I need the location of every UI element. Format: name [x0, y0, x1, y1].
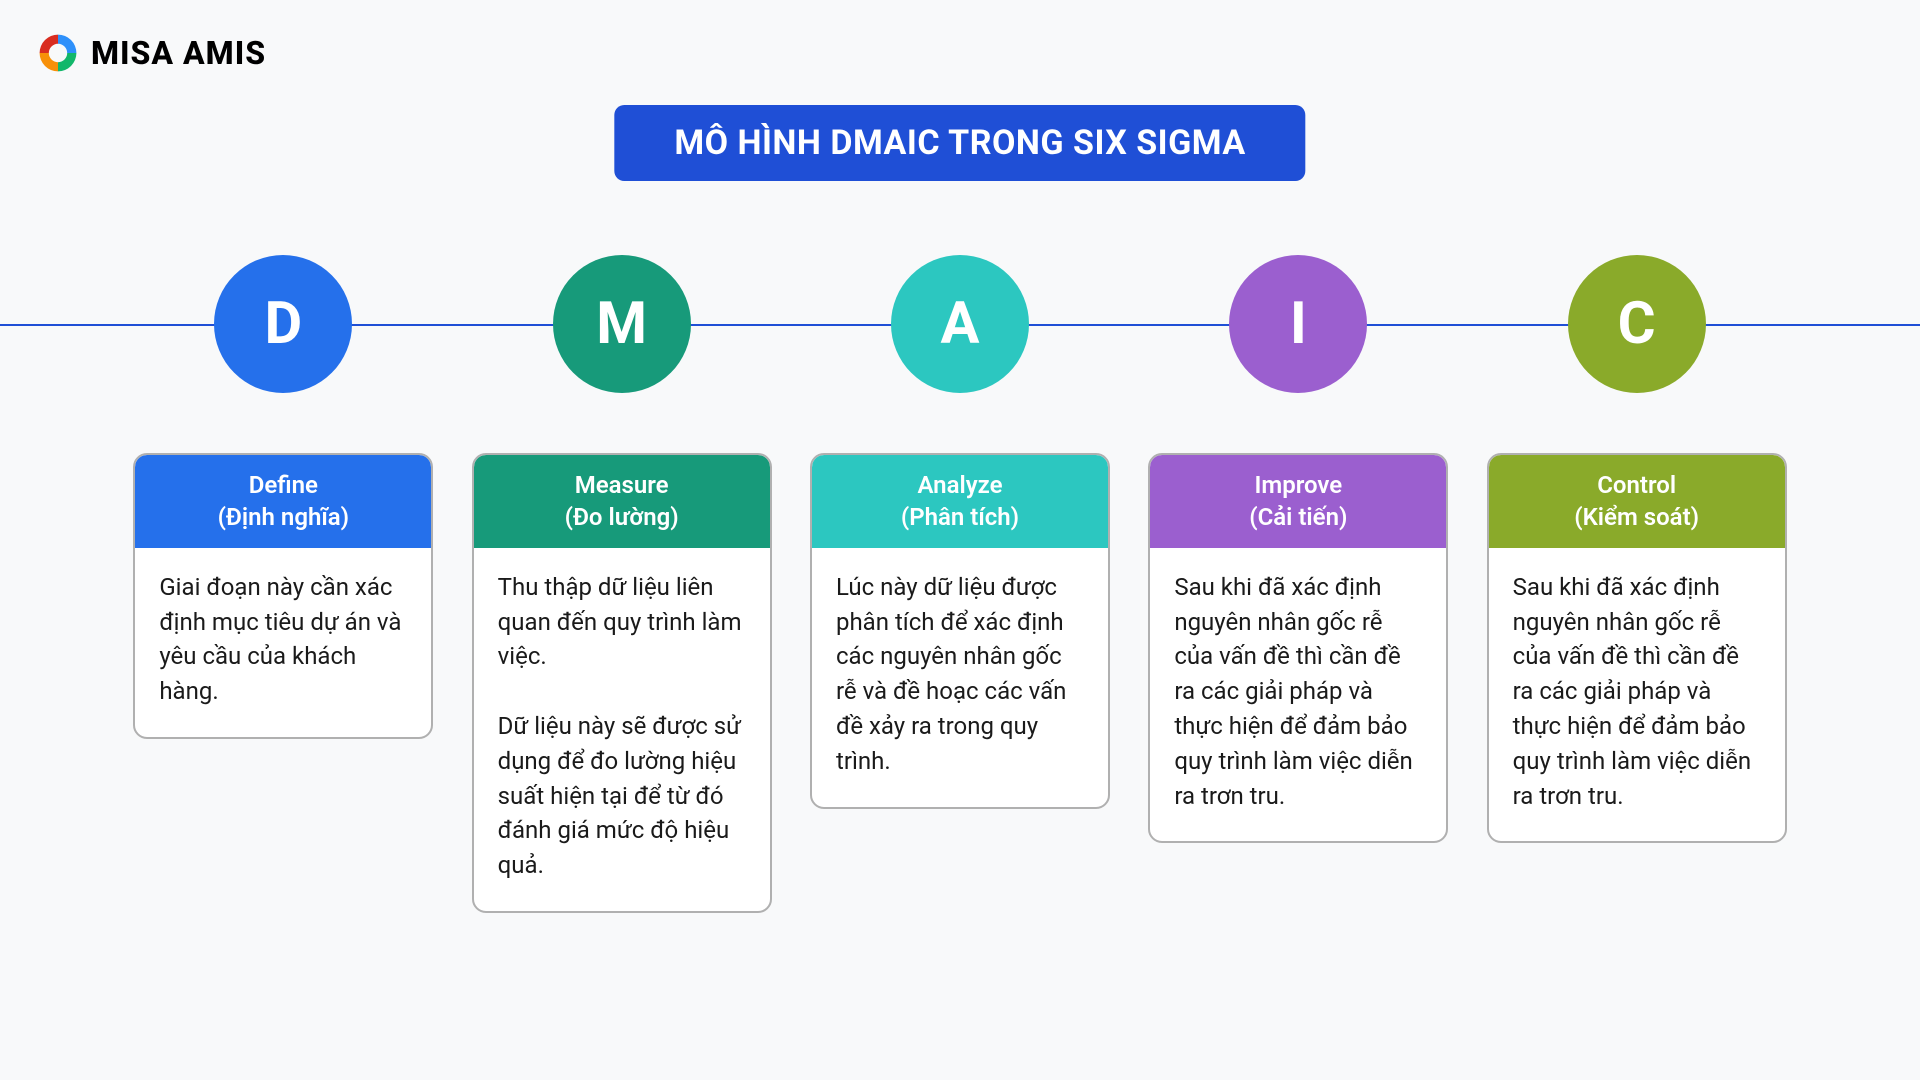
stage-m: MMeasure(Đo lường)Thu thập dữ liệu liên …	[467, 255, 777, 913]
stage-card: Improve(Cải tiến)Sau khi đã xác định ngu…	[1148, 453, 1448, 843]
stage-title-vi: (Kiểm soát)	[1499, 501, 1775, 533]
stage-d: DDefine(Định nghĩa)Giai đoạn này cần xác…	[128, 255, 438, 913]
stage-circle: D	[214, 255, 352, 393]
stage-i: IImprove(Cải tiến)Sau khi đã xác định ng…	[1143, 255, 1453, 913]
stage-title-en: Analyze	[822, 469, 1098, 501]
page-title: MÔ HÌNH DMAIC TRONG SIX SIGMA	[614, 105, 1305, 181]
stage-title-en: Measure	[484, 469, 760, 501]
stage-title-en: Improve	[1160, 469, 1436, 501]
brand-logo: MISA AMIS	[35, 30, 266, 76]
stage-title-vi: (Đo lường)	[484, 501, 760, 533]
stage-title-vi: (Phân tích)	[822, 501, 1098, 533]
stage-card: Measure(Đo lường)Thu thập dữ liệu liên q…	[472, 453, 772, 913]
stage-card: Define(Định nghĩa)Giai đoạn này cần xác …	[133, 453, 433, 739]
stage-card: Analyze(Phân tích)Lúc này dữ liệu được p…	[810, 453, 1110, 809]
stage-circle: I	[1229, 255, 1367, 393]
stages-row: DDefine(Định nghĩa)Giai đoạn này cần xác…	[0, 255, 1920, 913]
stage-card-body: Thu thập dữ liệu liên quan đến quy trình…	[474, 548, 770, 911]
stage-circle: M	[553, 255, 691, 393]
stage-circle: A	[891, 255, 1029, 393]
stage-card-header: Control(Kiểm soát)	[1489, 455, 1785, 548]
stage-card-header: Improve(Cải tiến)	[1150, 455, 1446, 548]
stage-title-vi: (Định nghĩa)	[145, 501, 421, 533]
logo-swirl-icon	[35, 30, 81, 76]
stage-c: CControl(Kiểm soát)Sau khi đã xác định n…	[1482, 255, 1792, 913]
stage-circle: C	[1568, 255, 1706, 393]
stage-card-header: Define(Định nghĩa)	[135, 455, 431, 548]
stage-card-body: Giai đoạn này cần xác định mục tiêu dự á…	[135, 548, 431, 737]
stage-card: Control(Kiểm soát)Sau khi đã xác định ng…	[1487, 453, 1787, 843]
stage-card-body: Lúc này dữ liệu được phân tích để xác đị…	[812, 548, 1108, 807]
brand-name: MISA AMIS	[91, 34, 266, 72]
stage-card-body: Sau khi đã xác định nguyên nhân gốc rễ c…	[1489, 548, 1785, 842]
stage-a: AAnalyze(Phân tích)Lúc này dữ liệu được …	[805, 255, 1115, 913]
stage-title-vi: (Cải tiến)	[1160, 501, 1436, 533]
stage-card-header: Analyze(Phân tích)	[812, 455, 1108, 548]
stage-title-en: Control	[1499, 469, 1775, 501]
stage-card-body: Sau khi đã xác định nguyên nhân gốc rễ c…	[1150, 548, 1446, 842]
stage-title-en: Define	[145, 469, 421, 501]
stage-card-header: Measure(Đo lường)	[474, 455, 770, 548]
